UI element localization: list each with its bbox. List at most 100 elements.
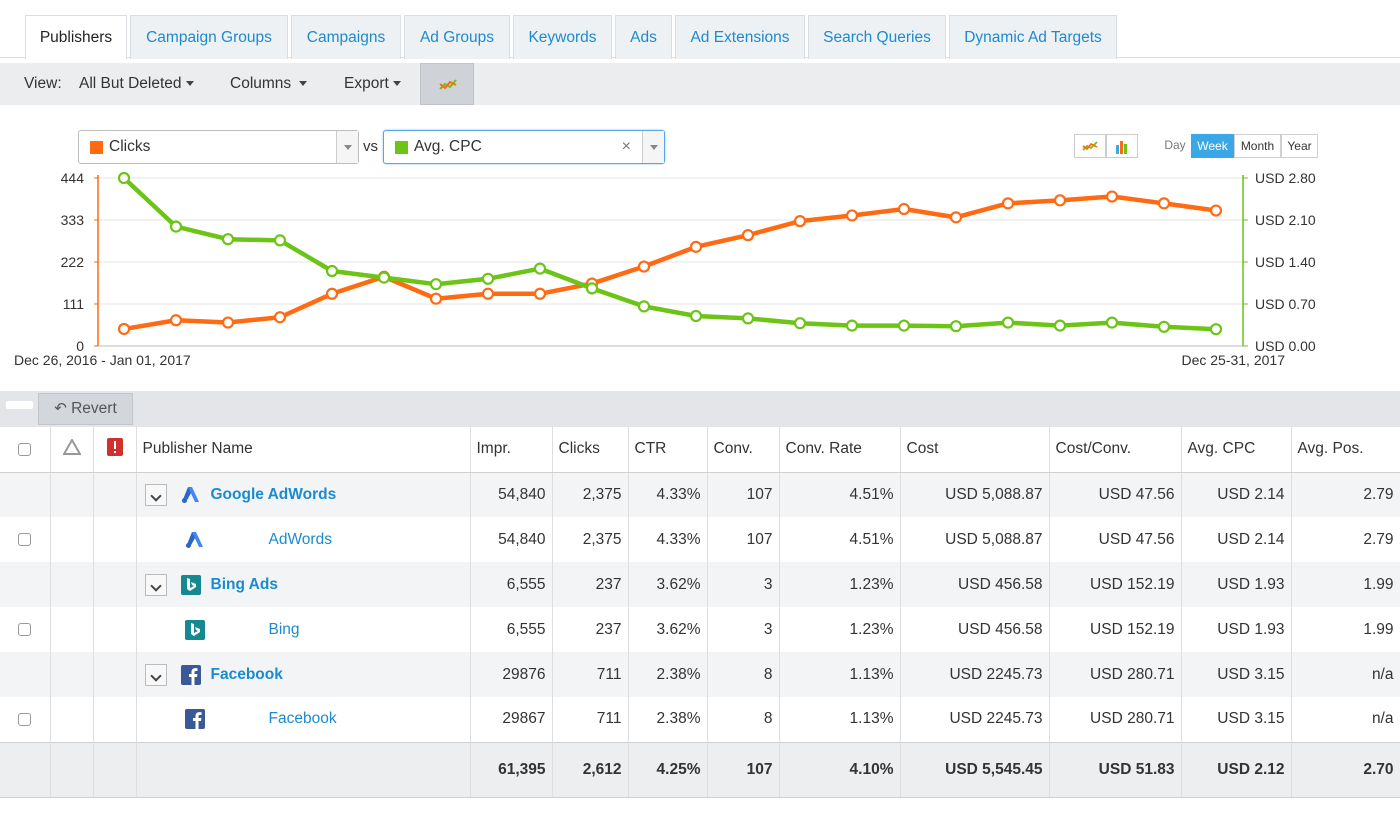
- tab-ads[interactable]: Ads: [615, 15, 672, 59]
- avg-cpc-point[interactable]: [273, 234, 287, 247]
- avg-cpc-point[interactable]: [481, 272, 495, 285]
- avg-cpc-point[interactable]: [1209, 323, 1223, 336]
- avg-cpc-point[interactable]: [377, 271, 391, 284]
- tab-ad-extensions[interactable]: Ad Extensions: [675, 15, 805, 59]
- clicks-point[interactable]: [325, 287, 339, 300]
- metric2-select[interactable]: Avg. CPC ×: [383, 130, 665, 164]
- avg-cpc-point[interactable]: [845, 319, 859, 332]
- avg-cpc-point[interactable]: [897, 319, 911, 332]
- period-year-button[interactable]: Year: [1281, 134, 1318, 158]
- clicks-point[interactable]: [1105, 190, 1119, 203]
- clicks-point[interactable]: [117, 322, 131, 336]
- clicks-point[interactable]: [949, 211, 963, 224]
- publisher-row[interactable]: Bing 6,555 237 3.62% 3 1.23% USD 456.58 USD 152…: [0, 607, 1400, 652]
- publisher-name-link[interactable]: AdWords: [268, 530, 332, 548]
- avg-cpc-point[interactable]: [169, 220, 183, 233]
- avg-cpc-point[interactable]: [637, 300, 651, 313]
- clicks-point[interactable]: [481, 287, 495, 300]
- header-conv[interactable]: Conv.: [707, 427, 780, 473]
- avg-cpc-point[interactable]: [689, 309, 703, 323]
- clicks-point[interactable]: [637, 260, 651, 273]
- tab-search-queries[interactable]: Search Queries: [808, 15, 946, 59]
- tab-keywords[interactable]: Keywords: [513, 15, 612, 59]
- clicks-point[interactable]: [1209, 204, 1223, 217]
- bar-chart-type-button[interactable]: [1106, 134, 1138, 158]
- header-conv-rate[interactable]: Conv. Rate: [779, 427, 901, 473]
- export-dropdown[interactable]: Export: [344, 63, 401, 105]
- period-day-button[interactable]: Day: [1164, 138, 1186, 152]
- collapse-toggle-icon[interactable]: [144, 483, 167, 506]
- publisher-group-name[interactable]: Facebook: [210, 665, 283, 683]
- avg-cpc-point[interactable]: [1105, 316, 1119, 329]
- chevron-down-icon[interactable]: [336, 131, 358, 163]
- clicks-point[interactable]: [897, 202, 911, 216]
- header-publisher-name[interactable]: Publisher Name: [136, 427, 471, 473]
- clicks-point[interactable]: [273, 311, 287, 324]
- clicks-point[interactable]: [741, 229, 755, 242]
- publisher-group-name[interactable]: Bing Ads: [210, 575, 278, 593]
- tab-campaigns[interactable]: Campaigns: [291, 15, 401, 59]
- avg-cpc-point[interactable]: [1157, 320, 1171, 333]
- publisher-group-row[interactable]: Google AdWords 54,840 2,375 4.33% 107 4.51% US…: [0, 472, 1400, 517]
- period-month-button[interactable]: Month: [1234, 134, 1281, 158]
- view-filter-dropdown[interactable]: All But Deleted: [79, 63, 194, 105]
- row-checkbox[interactable]: [18, 622, 31, 636]
- header-avg-pos[interactable]: Avg. Pos.: [1291, 427, 1400, 473]
- clicks-point[interactable]: [1157, 197, 1171, 210]
- clicks-point[interactable]: [169, 314, 183, 327]
- cell-avg-cpc: USD 2.14: [1181, 517, 1292, 562]
- select-all-checkbox[interactable]: [18, 442, 31, 456]
- publisher-name-link[interactable]: Facebook: [268, 710, 337, 728]
- avg-cpc-point[interactable]: [325, 264, 339, 278]
- avg-cpc-point[interactable]: [1001, 316, 1015, 329]
- header-impr[interactable]: Impr.: [470, 427, 553, 473]
- avg-cpc-point[interactable]: [429, 278, 443, 291]
- clicks-point[interactable]: [221, 316, 235, 329]
- toggle-chart-button[interactable]: [420, 63, 474, 105]
- avg-cpc-point[interactable]: [741, 312, 755, 325]
- delivery-col-header[interactable]: [50, 427, 94, 473]
- avg-cpc-point[interactable]: [221, 233, 235, 246]
- header-cost-conv[interactable]: Cost/Conv.: [1049, 427, 1182, 473]
- alert-col-header[interactable]: [93, 427, 137, 473]
- header-cost[interactable]: Cost: [900, 427, 1050, 473]
- chevron-down-icon[interactable]: [642, 131, 664, 163]
- avg-cpc-point[interactable]: [117, 171, 131, 185]
- tab-ad-groups[interactable]: Ad Groups: [404, 15, 510, 59]
- clicks-point[interactable]: [793, 215, 807, 228]
- publisher-group-name[interactable]: Google AdWords: [210, 485, 337, 503]
- revert-button[interactable]: ↶ Revert: [38, 393, 133, 425]
- collapse-toggle-icon[interactable]: [144, 663, 167, 686]
- header-clicks[interactable]: Clicks: [552, 427, 629, 473]
- publisher-group-row[interactable]: Bing Ads 6,555 237 3.62% 3 1.23% USD 456.58 USD…: [0, 562, 1400, 607]
- publisher-row[interactable]: Facebook 29867 711 2.38% 8 1.13% USD 2245.73 US…: [0, 697, 1400, 742]
- collapse-toggle-icon[interactable]: [144, 573, 167, 596]
- publisher-row[interactable]: AdWords 54,840 2,375 4.33% 107 4.51% USD 5,088…: [0, 517, 1400, 562]
- row-checkbox[interactable]: [18, 712, 31, 726]
- line-chart-type-button[interactable]: [1074, 134, 1106, 158]
- clear-icon[interactable]: ×: [621, 138, 631, 155]
- metric1-select[interactable]: Clicks: [78, 130, 359, 164]
- columns-dropdown[interactable]: Columns: [230, 63, 308, 105]
- period-week-button[interactable]: Week: [1191, 134, 1234, 158]
- tab-dynamic-ad-targets[interactable]: Dynamic Ad Targets: [949, 15, 1117, 59]
- publisher-name-link[interactable]: Bing: [268, 620, 300, 638]
- avg-cpc-point[interactable]: [585, 282, 599, 295]
- avg-cpc-point[interactable]: [793, 317, 807, 330]
- publisher-group-row[interactable]: Facebook 29876 711 2.38% 8 1.13% USD 2245.73 US…: [0, 652, 1400, 697]
- clicks-point[interactable]: [429, 292, 443, 305]
- header-avg-cpc[interactable]: Avg. CPC: [1181, 427, 1292, 473]
- tab-campaign-groups[interactable]: Campaign Groups: [130, 15, 288, 59]
- right-axis-tick-label: USD 0.70: [1255, 296, 1316, 312]
- avg-cpc-point[interactable]: [949, 320, 963, 333]
- clicks-point[interactable]: [1001, 197, 1015, 210]
- tab-publishers[interactable]: Publishers: [25, 15, 127, 59]
- row-checkbox[interactable]: [18, 532, 31, 546]
- clicks-point[interactable]: [689, 240, 703, 253]
- header-ctr[interactable]: CTR: [628, 427, 708, 473]
- clicks-point[interactable]: [845, 209, 859, 222]
- clicks-point[interactable]: [1053, 194, 1067, 207]
- avg-cpc-point[interactable]: [1053, 319, 1067, 332]
- clicks-point[interactable]: [533, 287, 547, 300]
- avg-cpc-point[interactable]: [533, 262, 547, 275]
